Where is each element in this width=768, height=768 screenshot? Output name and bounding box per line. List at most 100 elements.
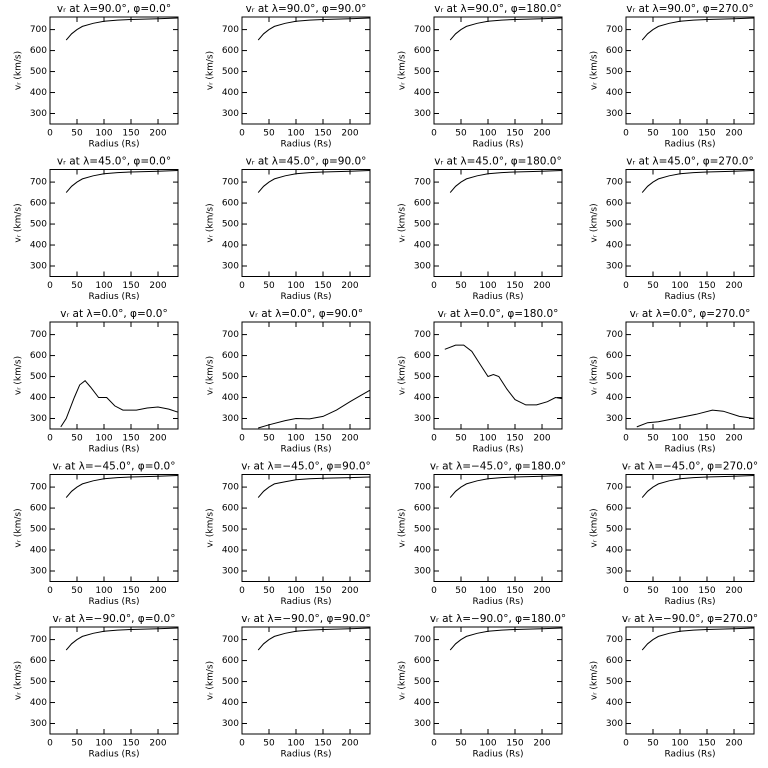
y-axis-label: vᵣ (km/s) bbox=[206, 356, 216, 395]
x-tick-label: 200 bbox=[149, 129, 166, 139]
y-tick-label: 300 bbox=[222, 719, 239, 729]
y-axis-label: vᵣ (km/s) bbox=[398, 661, 408, 700]
y-tick-label: 300 bbox=[222, 109, 239, 119]
x-axis-label: Radius (Rs) bbox=[280, 750, 331, 760]
x-tick-label: 50 bbox=[263, 434, 275, 444]
y-tick-label: 400 bbox=[606, 393, 623, 403]
x-tick-label: 50 bbox=[263, 281, 275, 291]
plot-frame bbox=[241, 169, 371, 277]
x-tick-label: 200 bbox=[533, 739, 550, 749]
x-axis-label: Radius (Rs) bbox=[472, 140, 523, 150]
data-line bbox=[65, 170, 179, 193]
y-tick-label: 400 bbox=[30, 698, 47, 708]
plot-frame bbox=[241, 321, 371, 430]
y-tick-label: 400 bbox=[414, 393, 431, 403]
y-tick-label: 300 bbox=[222, 567, 239, 577]
y-tick-label: 700 bbox=[30, 483, 47, 493]
y-tick-label: 300 bbox=[414, 414, 431, 424]
x-tick-label: 200 bbox=[533, 129, 550, 139]
data-line bbox=[65, 475, 179, 498]
x-tick-label: 150 bbox=[506, 129, 523, 139]
plot-frame bbox=[49, 321, 179, 430]
chart-title: vᵣ at λ=0.0°, φ=270.0° bbox=[630, 308, 751, 320]
y-tick-label: 300 bbox=[30, 719, 47, 729]
x-tick-label: 150 bbox=[122, 129, 139, 139]
x-tick-label: 50 bbox=[71, 586, 83, 596]
x-tick-label: 0 bbox=[47, 281, 53, 291]
y-tick-label: 700 bbox=[606, 483, 623, 493]
x-tick-label: 50 bbox=[647, 434, 659, 444]
plot-frame bbox=[433, 474, 563, 582]
x-tick-label: 0 bbox=[623, 129, 629, 139]
y-axis-label: vᵣ (km/s) bbox=[590, 661, 600, 700]
x-tick-label: 200 bbox=[341, 434, 358, 444]
data-line bbox=[65, 627, 179, 651]
x-axis-label: Radius (Rs) bbox=[664, 597, 715, 607]
x-tick-label: 200 bbox=[149, 586, 166, 596]
y-tick-label: 700 bbox=[414, 635, 431, 645]
y-tick-label: 300 bbox=[414, 567, 431, 577]
x-axis-label: Radius (Rs) bbox=[280, 140, 331, 150]
y-tick-label: 700 bbox=[414, 330, 431, 340]
y-tick-label: 400 bbox=[414, 546, 431, 556]
y-tick-label: 400 bbox=[30, 546, 47, 556]
x-tick-label: 0 bbox=[623, 281, 629, 291]
x-tick-label: 100 bbox=[287, 281, 304, 291]
y-tick-label: 600 bbox=[606, 504, 623, 514]
y-tick-label: 400 bbox=[606, 88, 623, 98]
data-line bbox=[60, 380, 179, 428]
y-tick-label: 500 bbox=[222, 220, 239, 230]
x-tick-label: 0 bbox=[239, 281, 245, 291]
data-line bbox=[641, 170, 755, 193]
x-tick-label: 0 bbox=[623, 739, 629, 749]
x-axis-label: Radius (Rs) bbox=[88, 292, 139, 302]
y-tick-label: 500 bbox=[606, 220, 623, 230]
y-tick-label: 500 bbox=[222, 525, 239, 535]
chart-title: vᵣ at λ=45.0°, φ=0.0° bbox=[57, 156, 171, 168]
x-tick-label: 200 bbox=[341, 586, 358, 596]
chart-title: vᵣ at λ=−45.0°, φ=0.0° bbox=[53, 461, 176, 473]
y-axis-label: vᵣ (km/s) bbox=[206, 51, 216, 90]
x-tick-label: 50 bbox=[455, 739, 467, 749]
y-tick-label: 600 bbox=[222, 46, 239, 56]
x-axis-label: Radius (Rs) bbox=[472, 597, 523, 607]
y-axis-label: vᵣ (km/s) bbox=[590, 203, 600, 242]
chart-title: vᵣ at λ=90.0°, φ=270.0° bbox=[626, 3, 754, 15]
x-tick-label: 0 bbox=[47, 586, 53, 596]
y-tick-label: 700 bbox=[30, 330, 47, 340]
y-tick-label: 500 bbox=[30, 677, 47, 687]
y-tick-label: 500 bbox=[30, 220, 47, 230]
y-tick-label: 600 bbox=[222, 351, 239, 361]
x-tick-label: 150 bbox=[506, 281, 523, 291]
y-tick-label: 600 bbox=[414, 656, 431, 666]
x-tick-label: 50 bbox=[647, 586, 659, 596]
x-tick-label: 50 bbox=[455, 129, 467, 139]
y-tick-label: 400 bbox=[222, 698, 239, 708]
y-tick-label: 700 bbox=[30, 178, 47, 188]
x-tick-label: 100 bbox=[287, 434, 304, 444]
plot-frame bbox=[241, 474, 371, 582]
y-tick-label: 600 bbox=[30, 351, 47, 361]
x-tick-label: 0 bbox=[239, 586, 245, 596]
y-tick-label: 600 bbox=[414, 199, 431, 209]
plot-frame bbox=[241, 16, 371, 125]
y-tick-label: 600 bbox=[30, 656, 47, 666]
plot-frame bbox=[625, 16, 755, 125]
y-tick-label: 500 bbox=[414, 220, 431, 230]
y-tick-label: 400 bbox=[606, 546, 623, 556]
y-tick-label: 400 bbox=[30, 241, 47, 251]
y-tick-label: 400 bbox=[222, 546, 239, 556]
x-tick-label: 50 bbox=[647, 739, 659, 749]
x-tick-label: 100 bbox=[287, 739, 304, 749]
y-tick-label: 700 bbox=[606, 25, 623, 35]
y-tick-label: 700 bbox=[606, 635, 623, 645]
y-axis-label: vᵣ (km/s) bbox=[14, 203, 24, 242]
y-tick-label: 500 bbox=[222, 67, 239, 77]
x-tick-label: 200 bbox=[341, 281, 358, 291]
x-tick-label: 150 bbox=[698, 129, 715, 139]
y-tick-label: 300 bbox=[414, 262, 431, 272]
y-tick-label: 600 bbox=[606, 656, 623, 666]
x-tick-label: 100 bbox=[287, 586, 304, 596]
y-axis-label: vᵣ (km/s) bbox=[398, 203, 408, 242]
x-tick-label: 100 bbox=[671, 281, 688, 291]
